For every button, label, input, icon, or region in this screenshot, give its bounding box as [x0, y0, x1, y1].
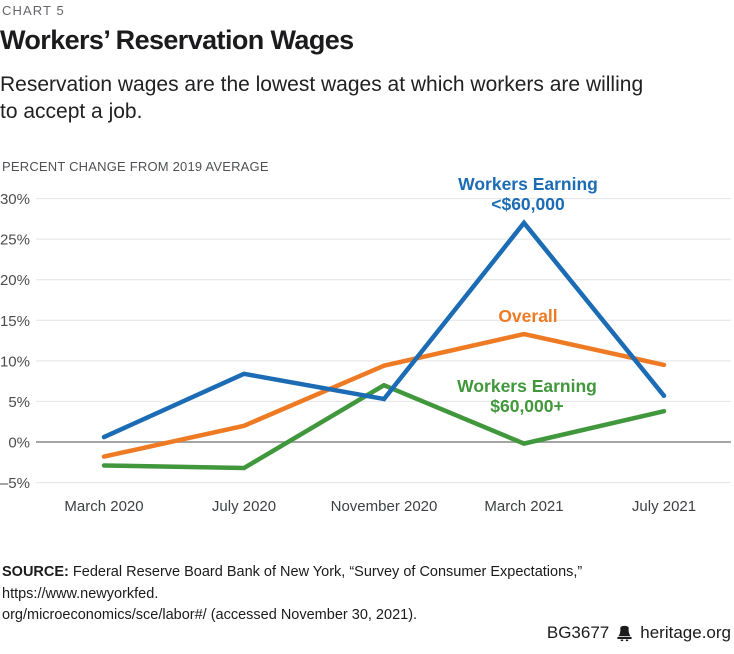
y-tick-label: 25%	[0, 232, 30, 249]
series-label-under-60k: Workers Earning <$60,000	[408, 174, 648, 214]
y-tick-label: 30%	[0, 191, 30, 208]
x-tick-label: November 2020	[331, 498, 438, 515]
chart-number-label: CHART 5	[2, 3, 65, 18]
source-prefix: SOURCE:	[2, 564, 69, 580]
series-label-overall-line-1: Overall	[498, 306, 558, 326]
site-name: heritage.org	[640, 623, 731, 642]
y-tick-label: 0%	[8, 435, 30, 452]
line-chart: 30% 25% 20% 15% 10% 5% 0% –5% March 2020 July 202…	[0, 170, 734, 538]
x-tick-label: July 2020	[212, 498, 276, 515]
subtitle-line-1: Reservation wages are the lowest wages a…	[0, 73, 644, 96]
x-tick-label: March 2020	[64, 498, 143, 515]
y-tick-label: 5%	[8, 394, 30, 411]
series-label-over-60k: Workers Earning $60,000+	[407, 376, 647, 416]
series-line-overall	[101, 331, 667, 459]
y-tick-label: 10%	[0, 353, 30, 370]
y-tick-label: –5%	[0, 475, 30, 492]
source-note: SOURCE: Federal Reserve Board Bank of Ne…	[2, 562, 732, 627]
page-title: Workers’ Reservation Wages	[0, 25, 354, 55]
series-label-under-60k-line-1: Workers Earning	[458, 174, 598, 194]
x-tick-label: July 2021	[632, 498, 696, 515]
series-label-over-60k-line-2: $60,000+	[490, 396, 564, 416]
chart-subtitle: Reservation wages are the lowest wages a…	[0, 71, 643, 125]
source-text-line-2: org/microeconomics/sce/labor#/ (accessed…	[2, 607, 418, 623]
footer-credit: BG3677 heritage.org	[547, 623, 731, 643]
series-label-over-60k-line-1: Workers Earning	[457, 376, 597, 396]
subtitle-line-2: to accept a job.	[0, 100, 143, 123]
x-tick-label: March 2021	[484, 498, 563, 515]
y-axis-unit-label: PERCENT CHANGE FROM 2019 AVERAGE	[2, 159, 269, 174]
series-line-under-60k	[101, 219, 667, 440]
heritage-bell-icon	[617, 625, 632, 641]
series-label-overall: Overall	[408, 306, 648, 326]
source-text-line-1: Federal Reserve Board Bank of New York, …	[2, 564, 583, 602]
series-line-over-60k	[101, 382, 667, 471]
document-id: BG3677	[546, 623, 610, 642]
chart-canvas: 30% 25% 20% 15% 10% 5% 0% –5% March 2020 July 202…	[0, 191, 731, 515]
y-tick-label: 20%	[0, 272, 30, 289]
y-tick-label: 15%	[0, 313, 30, 330]
series-label-under-60k-line-2: <$60,000	[491, 194, 565, 214]
